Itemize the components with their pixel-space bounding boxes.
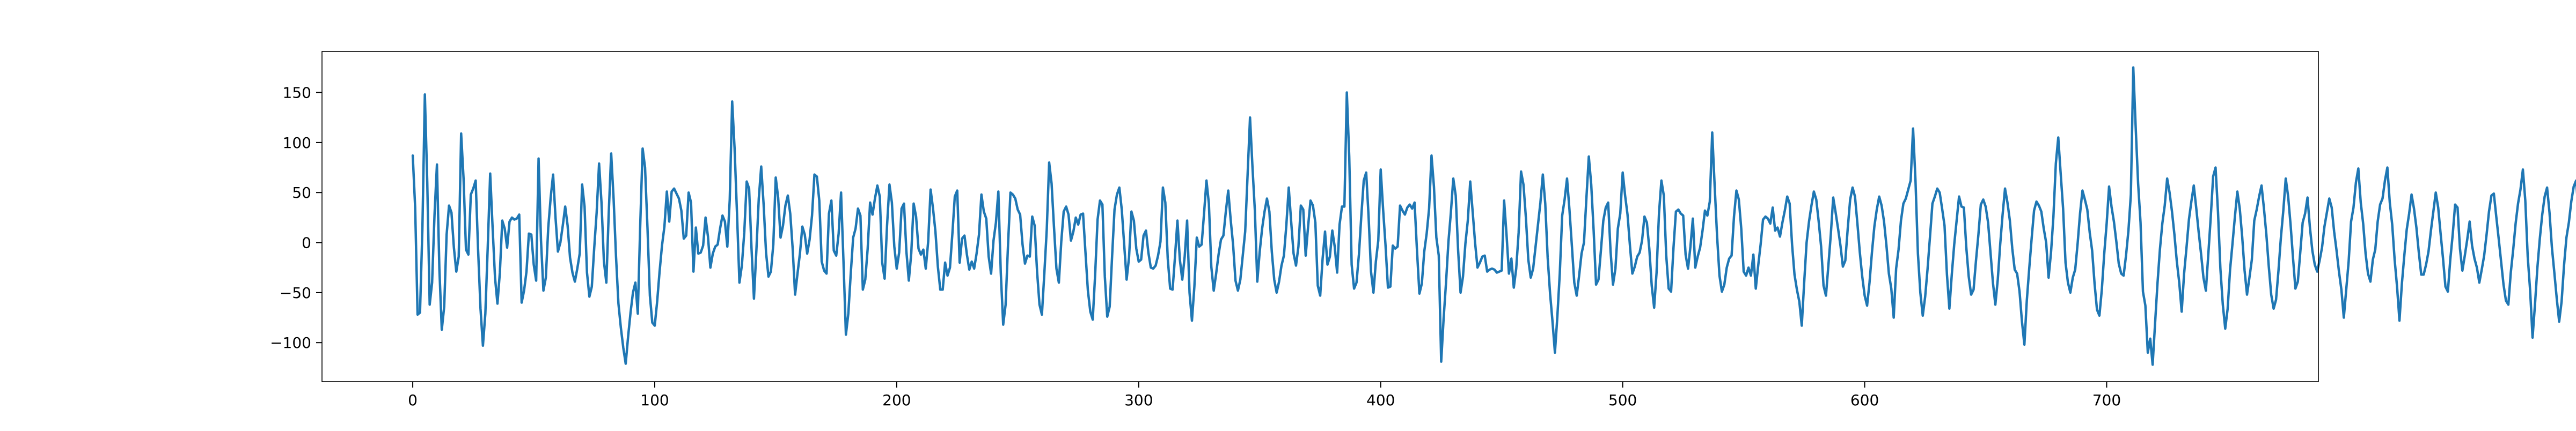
- x-axis: 0 100 200 300 400 500 600 700: [408, 382, 2121, 409]
- x-tick-label: 0: [408, 391, 418, 409]
- series-line-0: [411, 66, 2576, 366]
- y-tick-label: −50: [280, 284, 311, 302]
- y-tick-label: 100: [283, 134, 311, 152]
- x-tick-label: 500: [1608, 391, 1637, 409]
- x-tick-label: 200: [882, 391, 911, 409]
- x-tick-label: 300: [1124, 391, 1153, 409]
- y-tick-label: −100: [270, 334, 311, 352]
- y-axis: −100 −50 0 50 100 150: [270, 84, 322, 352]
- series-layer: [411, 66, 2576, 366]
- y-tick-label: 150: [283, 84, 311, 102]
- plot-frame: [321, 51, 2319, 382]
- y-tick-label: 0: [302, 234, 311, 252]
- y-tick-label: 50: [292, 184, 311, 202]
- x-tick-label: 600: [1850, 391, 1879, 409]
- x-tick-label: 700: [2092, 391, 2121, 409]
- x-tick-label: 400: [1366, 391, 1395, 409]
- x-tick-label: 100: [640, 391, 669, 409]
